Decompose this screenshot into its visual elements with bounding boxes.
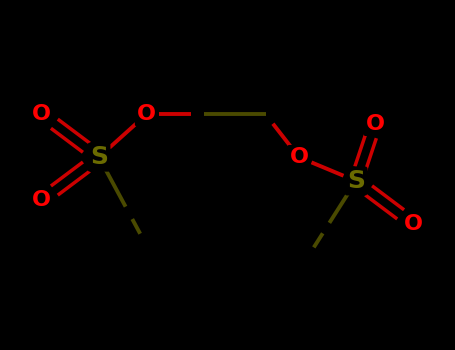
Text: O: O — [289, 147, 308, 167]
Text: O: O — [366, 114, 384, 134]
Text: O: O — [32, 104, 51, 124]
Text: O: O — [32, 190, 51, 210]
Text: S: S — [347, 169, 365, 193]
Text: S: S — [90, 145, 108, 169]
Text: O: O — [404, 214, 423, 234]
Text: O: O — [137, 104, 156, 124]
